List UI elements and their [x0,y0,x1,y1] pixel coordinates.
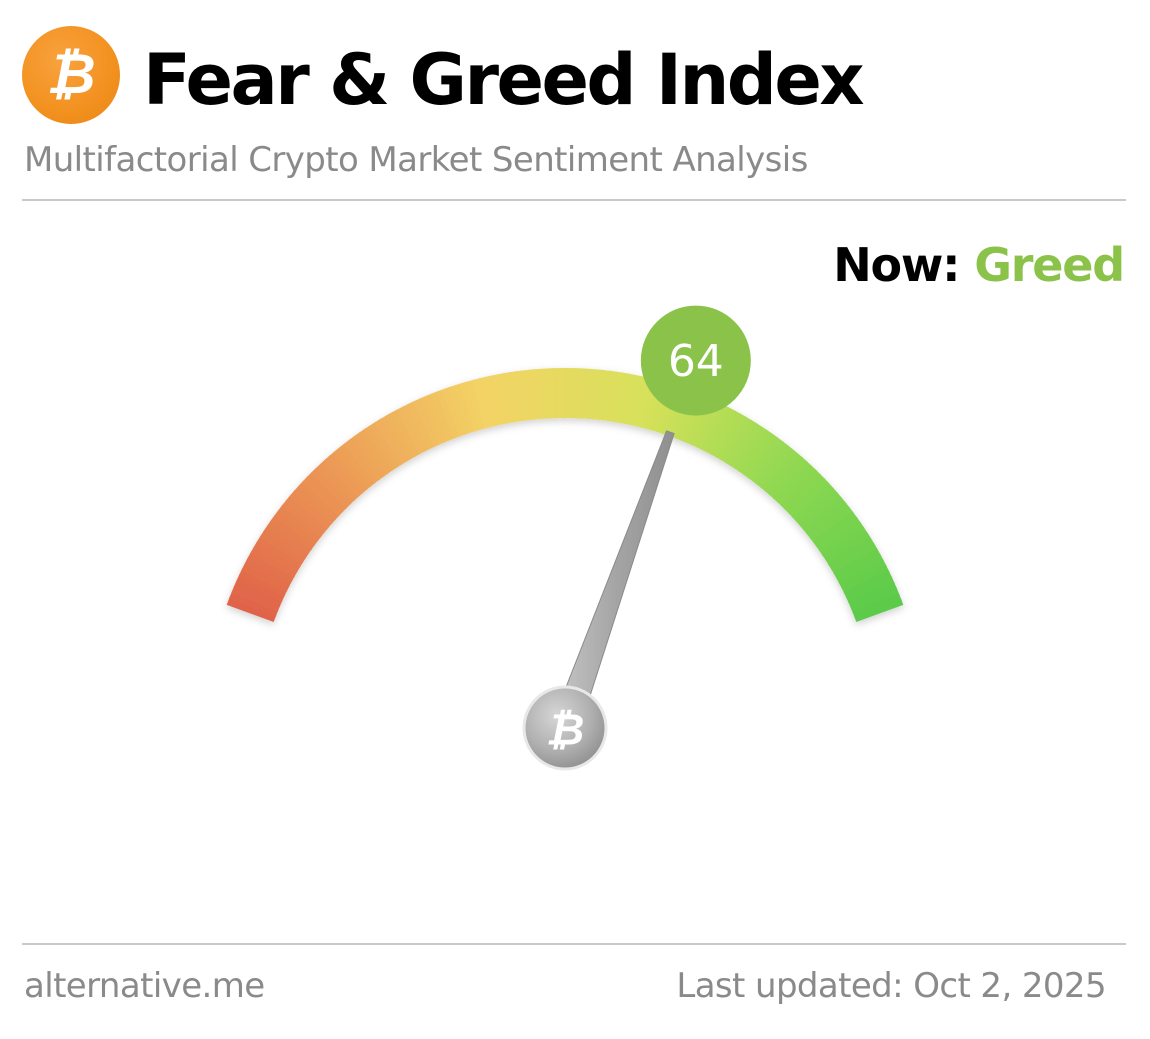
sentiment-classification: Greed [974,238,1125,292]
score-badge-circle [640,305,751,416]
gauge-arc [226,368,904,623]
last-updated: Last updated: Oct 2, 2025 [676,966,1106,1006]
bottom-divider [22,943,1126,945]
score-value: 64 [668,336,724,387]
bitcoin-icon: ₿ [546,705,585,756]
gauge-hub-circle [522,685,608,771]
page-subtitle: Multifactorial Crypto Market Sentiment A… [24,140,808,180]
page-title: Fear & Greed Index [143,39,865,121]
gauge-hub: ₿ [522,685,608,771]
score-badge: 64 [640,305,751,416]
top-divider [22,199,1126,201]
bitcoin-logo-icon: ₿ [22,26,120,124]
gauge-arc-segment [854,598,904,623]
source-link[interactable]: alternative.me [24,966,265,1006]
now-label: Now: [833,238,960,292]
current-sentiment: Now: Greed [833,236,1125,294]
sentiment-gauge: ₿ 64 [226,305,904,771]
